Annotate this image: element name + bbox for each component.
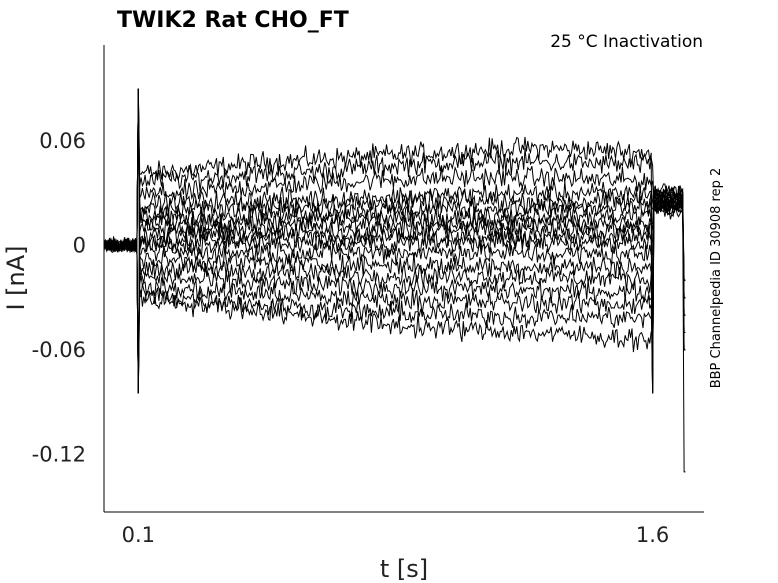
y-tick-label: 0.06: [39, 129, 86, 153]
y-ticks: 0.06 0 -0.06 -0.12: [32, 129, 86, 467]
current-trace-line: [103, 195, 686, 394]
current-trace-line: [103, 88, 686, 473]
x-tick-label: 1.6: [636, 523, 669, 547]
y-tick-label: 0: [73, 233, 86, 257]
source-note: BBP Channelpedia ID 30908 rep 2: [709, 168, 724, 389]
current-trace-line: [103, 196, 686, 394]
y-axis-label: I [nA]: [2, 245, 30, 310]
trace-group: [103, 88, 686, 473]
y-tick-label: -0.12: [32, 442, 86, 466]
current-trace-line: [103, 88, 686, 351]
chart-subtitle: 25 °C Inactivation: [550, 32, 703, 52]
current-trace-line: [103, 180, 686, 394]
x-ticks: 0.1 1.6: [122, 523, 670, 547]
current-trace-line: [103, 186, 686, 394]
current-trace-line: [103, 88, 686, 329]
x-axis-label: t [s]: [380, 555, 428, 583]
y-tick-label: -0.06: [32, 338, 86, 362]
current-trace-line: [103, 183, 686, 394]
current-trace-line: [103, 88, 686, 316]
current-trace-line: [103, 191, 686, 394]
current-trace-line: [103, 88, 686, 394]
current-trace-line: [103, 148, 686, 394]
x-tick-label: 0.1: [122, 523, 155, 547]
chart-title: TWIK2 Rat CHO_FT: [117, 8, 349, 33]
